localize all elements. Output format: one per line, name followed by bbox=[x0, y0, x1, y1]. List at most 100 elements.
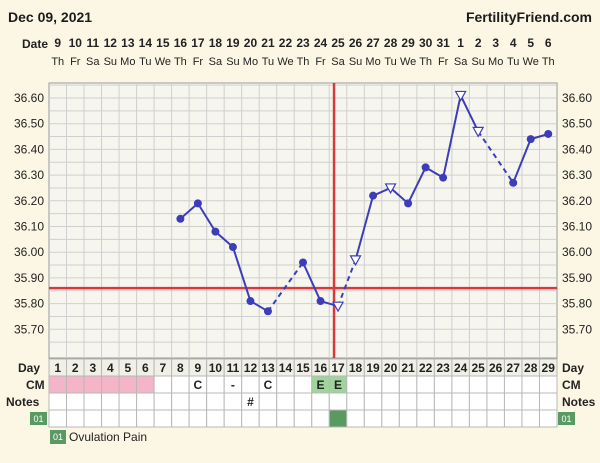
cycle-day-label: 22 bbox=[419, 361, 433, 375]
weekday-label: Fr bbox=[315, 56, 326, 68]
weekday-label: Su bbox=[349, 56, 362, 68]
table-cell-notes bbox=[153, 392, 173, 411]
chart-date: Dec 09, 2021 bbox=[8, 9, 93, 25]
temperature-segment bbox=[197, 202, 217, 233]
table-cell-ovu bbox=[118, 409, 138, 428]
y-tick-label: 36.30 bbox=[14, 168, 44, 182]
cycle-day-label: 23 bbox=[436, 361, 450, 375]
temperature-point bbox=[509, 178, 518, 187]
weekday-label: Th bbox=[542, 56, 555, 68]
table-cell-notes bbox=[451, 392, 470, 411]
date-label: 10 bbox=[69, 36, 83, 50]
table-cell-notes bbox=[468, 392, 488, 411]
legend: 01 Ovulation Pain bbox=[50, 430, 147, 444]
temperature-point bbox=[421, 163, 430, 172]
y-tick-label-right: 35.90 bbox=[562, 271, 592, 285]
cm-value: - bbox=[231, 378, 235, 392]
table-cell-ovu bbox=[433, 409, 453, 428]
cycle-day-label: 11 bbox=[227, 361, 240, 375]
y-tick-label: 36.00 bbox=[14, 245, 44, 259]
y-tick-label-right: 36.60 bbox=[562, 91, 592, 105]
y-tick-label-right: 35.80 bbox=[562, 297, 592, 311]
date-label: 19 bbox=[226, 36, 240, 50]
table-cell-ovu bbox=[398, 409, 418, 428]
cycle-day-label: 10 bbox=[209, 361, 223, 375]
cycle-day-label: 6 bbox=[142, 361, 149, 375]
cm-row-label-right: CM bbox=[562, 378, 581, 392]
weekday-label: We bbox=[277, 56, 293, 68]
table-cell-notes bbox=[118, 392, 138, 411]
temperature-point-open bbox=[454, 90, 467, 102]
y-tick-label: 36.40 bbox=[14, 142, 44, 156]
table-cell-notes bbox=[206, 392, 225, 411]
table-cell-notes bbox=[136, 392, 155, 411]
date-label: 16 bbox=[174, 36, 188, 50]
table-cell-ovu bbox=[101, 409, 120, 428]
table-cell-ovu bbox=[328, 409, 348, 428]
weekday-label: Sa bbox=[209, 56, 223, 68]
temperature-point bbox=[439, 173, 448, 182]
table-cell-notes bbox=[346, 392, 365, 411]
cycle-day-label: 21 bbox=[401, 361, 415, 375]
temperature-point bbox=[316, 297, 325, 306]
date-label: 20 bbox=[244, 36, 258, 50]
weekday-label: Tu bbox=[139, 56, 151, 68]
cm-value: E bbox=[334, 378, 342, 392]
y-tick-label-right: 36.30 bbox=[562, 168, 592, 182]
table-cell-ovu bbox=[276, 409, 295, 428]
date-label: 6 bbox=[545, 36, 552, 50]
temperature-point-open bbox=[384, 183, 397, 195]
notes-row-label-right: Notes bbox=[562, 395, 596, 409]
date-label: 13 bbox=[121, 36, 135, 50]
y-tick-label: 35.90 bbox=[14, 271, 44, 285]
ovulation-code-badge-right bbox=[558, 412, 575, 425]
temperature-segment bbox=[302, 262, 322, 302]
cycle-day-label: 29 bbox=[542, 361, 556, 375]
table-cell-notes bbox=[538, 392, 558, 411]
brand-name[interactable]: FertilityFriend.com bbox=[465, 9, 592, 25]
weekday-label: We bbox=[155, 56, 171, 68]
cm-row-label: CM bbox=[26, 378, 45, 392]
y-tick-label-right: 36.00 bbox=[562, 245, 592, 259]
date-label: 2 bbox=[475, 36, 482, 50]
date-label: 22 bbox=[279, 36, 293, 50]
table-cell-cm bbox=[48, 375, 68, 394]
temperature-segment bbox=[477, 130, 515, 184]
table-cell-notes bbox=[293, 392, 313, 411]
table-cell-ovu bbox=[188, 409, 208, 428]
weekday-label: Sa bbox=[454, 56, 468, 68]
date-label: 12 bbox=[104, 36, 118, 50]
table-cell-cm bbox=[538, 375, 558, 394]
weekday-label: Th bbox=[419, 56, 432, 68]
note-value: # bbox=[247, 395, 254, 409]
date-label: 4 bbox=[510, 36, 517, 50]
table-cell-ovu bbox=[311, 409, 330, 428]
temperature-point bbox=[404, 199, 413, 208]
date-label: 18 bbox=[209, 36, 223, 50]
date-label: 26 bbox=[349, 36, 363, 50]
date-label: 27 bbox=[366, 36, 380, 50]
table-cell-notes bbox=[363, 392, 383, 411]
table-cell-cm bbox=[398, 375, 418, 394]
weekday-label: Su bbox=[104, 56, 117, 68]
table-cell-notes bbox=[328, 392, 348, 411]
table-cell-notes bbox=[433, 392, 453, 411]
table-cell-ovu bbox=[258, 409, 278, 428]
date-row-label: Date bbox=[22, 37, 48, 51]
legend-code: 01 bbox=[50, 430, 67, 444]
weekday-label: Fr bbox=[438, 56, 449, 68]
table-cell-cm bbox=[171, 375, 190, 394]
weekday-label: Tu bbox=[262, 56, 274, 68]
y-tick-label: 36.10 bbox=[14, 220, 44, 234]
weekday-label: Su bbox=[226, 56, 239, 68]
table-cell-notes bbox=[503, 392, 523, 411]
table-cell-ovu bbox=[66, 409, 85, 428]
ovulation-code-label: 01 bbox=[33, 414, 43, 424]
table-cell-ovu bbox=[83, 409, 103, 428]
cycle-day-label: 27 bbox=[507, 361, 521, 375]
table-cell-cm bbox=[293, 375, 313, 394]
temperature-point bbox=[246, 297, 255, 306]
cycle-day-label: 7 bbox=[160, 361, 167, 375]
table-cell-notes bbox=[188, 392, 208, 411]
temperature-point bbox=[211, 227, 220, 236]
